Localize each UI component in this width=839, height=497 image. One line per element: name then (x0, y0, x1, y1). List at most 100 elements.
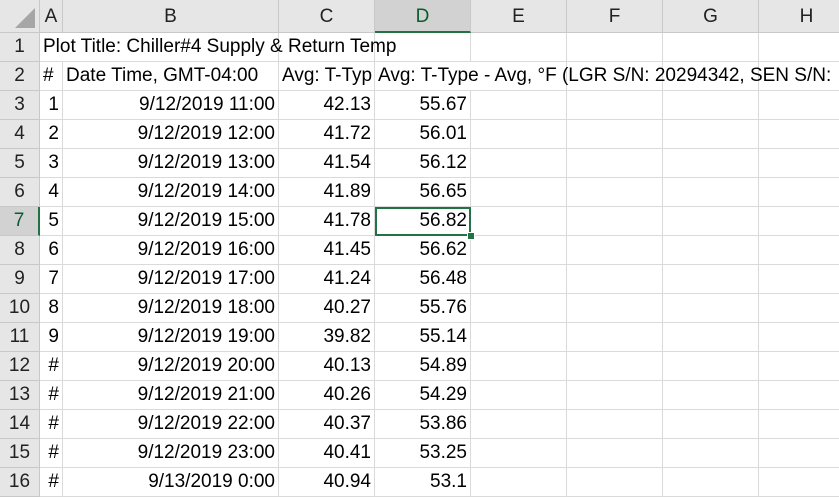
data-cell-c[interactable]: 40.26 (279, 381, 375, 410)
data-cell-a[interactable]: # (40, 381, 63, 410)
data-cell-c[interactable]: 41.89 (279, 178, 375, 207)
data-cell-c[interactable]: 41.72 (279, 120, 375, 149)
data-cell-a[interactable]: 2 (40, 120, 63, 149)
data-cell-a[interactable]: 6 (40, 236, 63, 265)
cell-empty[interactable] (567, 120, 663, 149)
row-header-16[interactable]: 16 (0, 468, 40, 497)
data-cell-c[interactable]: 42.13 (279, 91, 375, 120)
data-cell-a[interactable]: 9 (40, 323, 63, 352)
row-header-7[interactable]: 7 (0, 207, 40, 236)
data-cell-a[interactable]: 3 (40, 149, 63, 178)
cell-empty[interactable] (759, 91, 839, 120)
data-cell-c[interactable]: 40.27 (279, 294, 375, 323)
cell-empty[interactable] (567, 439, 663, 468)
row-header-4[interactable]: 4 (0, 120, 40, 149)
cell-empty[interactable] (471, 120, 567, 149)
cell-empty[interactable] (759, 62, 839, 91)
cell-empty[interactable] (759, 33, 839, 62)
cell-empty[interactable] (63, 33, 279, 62)
column-header-d[interactable]: D (375, 0, 471, 33)
row-header-15[interactable]: 15 (0, 439, 40, 468)
cell-empty[interactable] (567, 236, 663, 265)
cell-empty[interactable] (759, 207, 839, 236)
cell-empty[interactable] (663, 468, 759, 497)
data-cell-c[interactable]: 39.82 (279, 323, 375, 352)
cell-empty[interactable] (471, 33, 567, 62)
data-cell-b[interactable]: 9/12/2019 22:00 (63, 410, 279, 439)
fill-handle[interactable] (467, 232, 475, 240)
data-cell-b[interactable]: 9/12/2019 15:00 (63, 207, 279, 236)
data-cell-b[interactable]: 9/12/2019 12:00 (63, 120, 279, 149)
data-cell-a[interactable]: 4 (40, 178, 63, 207)
data-cell-d[interactable]: 56.65 (375, 178, 471, 207)
cell-empty[interactable] (567, 178, 663, 207)
data-cell-d[interactable]: 55.76 (375, 294, 471, 323)
cell-empty[interactable] (471, 149, 567, 178)
column-header-g[interactable]: G (663, 0, 759, 33)
cell-empty[interactable] (567, 207, 663, 236)
cell-empty[interactable] (567, 468, 663, 497)
header-cell-b[interactable]: Date Time, GMT-04:00 (63, 62, 279, 91)
data-cell-c[interactable]: 41.54 (279, 149, 375, 178)
header-cell-d[interactable]: Avg: T-Type - Avg, °F (LGR S/N: 20294342… (375, 62, 831, 91)
data-cell-c[interactable]: 40.13 (279, 352, 375, 381)
cell-empty[interactable] (471, 91, 567, 120)
data-cell-a[interactable]: # (40, 352, 63, 381)
cell-empty[interactable] (567, 294, 663, 323)
data-cell-d[interactable]: 53.25 (375, 439, 471, 468)
data-cell-b[interactable]: 9/12/2019 17:00 (63, 265, 279, 294)
cell-empty[interactable] (663, 178, 759, 207)
data-cell-b[interactable]: 9/12/2019 21:00 (63, 381, 279, 410)
cell-empty[interactable] (663, 120, 759, 149)
data-cell-a[interactable]: 5 (40, 207, 63, 236)
row-header-13[interactable]: 13 (0, 381, 40, 410)
cell-empty[interactable] (567, 265, 663, 294)
cell-empty[interactable] (759, 468, 839, 497)
cell-empty[interactable] (759, 178, 839, 207)
data-cell-b[interactable]: 9/12/2019 14:00 (63, 178, 279, 207)
cell-empty[interactable] (663, 439, 759, 468)
cell-empty[interactable] (759, 265, 839, 294)
cell-empty[interactable] (567, 323, 663, 352)
data-cell-a[interactable]: # (40, 410, 63, 439)
row-header-10[interactable]: 10 (0, 294, 40, 323)
cell-empty[interactable] (567, 33, 663, 62)
data-cell-c[interactable]: 41.45 (279, 236, 375, 265)
row-header-9[interactable]: 9 (0, 265, 40, 294)
cell-empty[interactable] (759, 120, 839, 149)
column-header-c[interactable]: C (279, 0, 375, 33)
cell-empty[interactable] (567, 62, 663, 91)
row-header-11[interactable]: 11 (0, 323, 40, 352)
cell-empty[interactable] (471, 352, 567, 381)
cell-empty[interactable] (663, 381, 759, 410)
cell-empty[interactable] (759, 410, 839, 439)
header-cell-c[interactable]: Avg: T-Typ (279, 62, 375, 91)
cell-plot-title[interactable]: Plot Title: Chiller#4 Supply & Return Te… (40, 33, 396, 62)
data-cell-d[interactable]: 56.12 (375, 149, 471, 178)
cell-empty[interactable] (663, 62, 759, 91)
data-cell-b[interactable]: 9/12/2019 16:00 (63, 236, 279, 265)
column-header-b[interactable]: B (63, 0, 279, 33)
data-cell-b[interactable]: 9/12/2019 23:00 (63, 439, 279, 468)
data-cell-d[interactable]: 53.1 (375, 468, 471, 497)
data-cell-d[interactable]: 56.62 (375, 236, 471, 265)
data-cell-d[interactable]: 55.67 (375, 91, 471, 120)
cell-empty[interactable] (663, 207, 759, 236)
data-cell-b[interactable]: 9/12/2019 20:00 (63, 352, 279, 381)
cell-empty[interactable] (471, 265, 567, 294)
data-cell-d[interactable]: 56.48 (375, 265, 471, 294)
row-header-1[interactable]: 1 (0, 33, 40, 62)
data-cell-c[interactable]: 41.24 (279, 265, 375, 294)
data-cell-b[interactable]: 9/12/2019 11:00 (63, 91, 279, 120)
row-header-14[interactable]: 14 (0, 410, 40, 439)
cell-empty[interactable] (471, 439, 567, 468)
cell-empty[interactable] (375, 33, 471, 62)
data-cell-d[interactable]: 54.89 (375, 352, 471, 381)
column-header-a[interactable]: A (40, 0, 63, 33)
select-all-button[interactable] (0, 0, 40, 33)
cell-empty[interactable] (663, 352, 759, 381)
cell-empty[interactable] (663, 323, 759, 352)
cell-empty[interactable] (759, 323, 839, 352)
cell-empty[interactable] (759, 439, 839, 468)
data-cell-d[interactable]: 55.14 (375, 323, 471, 352)
